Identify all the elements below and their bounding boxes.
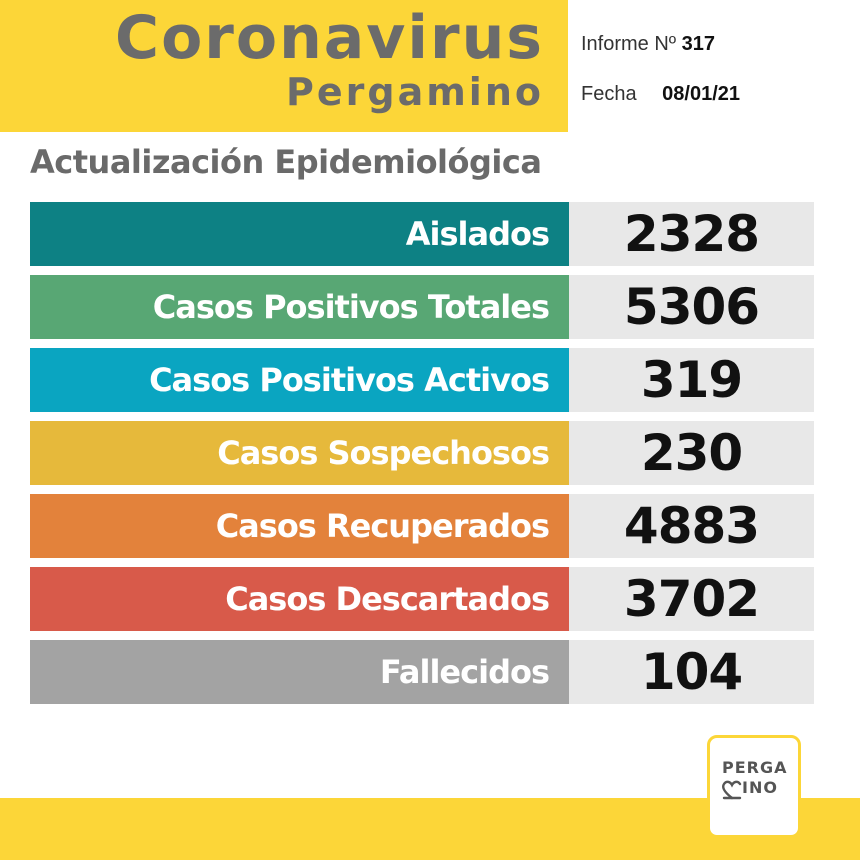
stat-value: 104 xyxy=(569,640,814,704)
page-title: Coronavirus xyxy=(115,3,544,73)
report-info: Informe Nº 317 Fecha 08/01/21 xyxy=(581,30,740,130)
stat-label: Casos Positivos Activos xyxy=(30,348,569,412)
stat-row-positivos-activos: Casos Positivos Activos 319 xyxy=(30,348,814,412)
logo-text-top: PERGA xyxy=(722,758,788,777)
subtitle: Actualización Epidemiológica xyxy=(30,143,542,181)
stat-row-descartados: Casos Descartados 3702 xyxy=(30,567,814,631)
stat-value: 2328 xyxy=(569,202,814,266)
stat-label: Casos Sospechosos xyxy=(30,421,569,485)
stat-row-positivos-totales: Casos Positivos Totales 5306 xyxy=(30,275,814,339)
stat-row-fallecidos: Fallecidos 104 xyxy=(30,640,814,704)
report-date-row: Fecha 08/01/21 xyxy=(581,80,740,130)
stat-value: 5306 xyxy=(569,275,814,339)
heart-icon xyxy=(721,780,742,800)
stat-label: Fallecidos xyxy=(30,640,569,704)
stat-label: Casos Recuperados xyxy=(30,494,569,558)
stat-row-sospechosos: Casos Sospechosos 230 xyxy=(30,421,814,485)
city-name: Pergamino xyxy=(286,70,544,114)
stat-label: Aislados xyxy=(30,202,569,266)
stat-row-recuperados: Casos Recuperados 4883 xyxy=(30,494,814,558)
report-number-row: Informe Nº 317 xyxy=(581,30,740,80)
report-number: 317 xyxy=(681,33,716,55)
date-label: Fecha xyxy=(581,83,637,105)
report-label: Informe Nº xyxy=(581,33,677,55)
stat-label: Casos Positivos Totales xyxy=(30,275,569,339)
stat-value: 3702 xyxy=(569,567,814,631)
logo-text-bottom: INO xyxy=(742,778,778,797)
header-band xyxy=(0,0,568,132)
stat-label: Casos Descartados xyxy=(30,567,569,631)
pergamino-logo: PERGA INO xyxy=(707,735,801,838)
date-value: 08/01/21 xyxy=(662,83,741,105)
stat-value: 4883 xyxy=(569,494,814,558)
stat-value: 230 xyxy=(569,421,814,485)
stat-row-aislados: Aislados 2328 xyxy=(30,202,814,266)
stat-value: 319 xyxy=(569,348,814,412)
